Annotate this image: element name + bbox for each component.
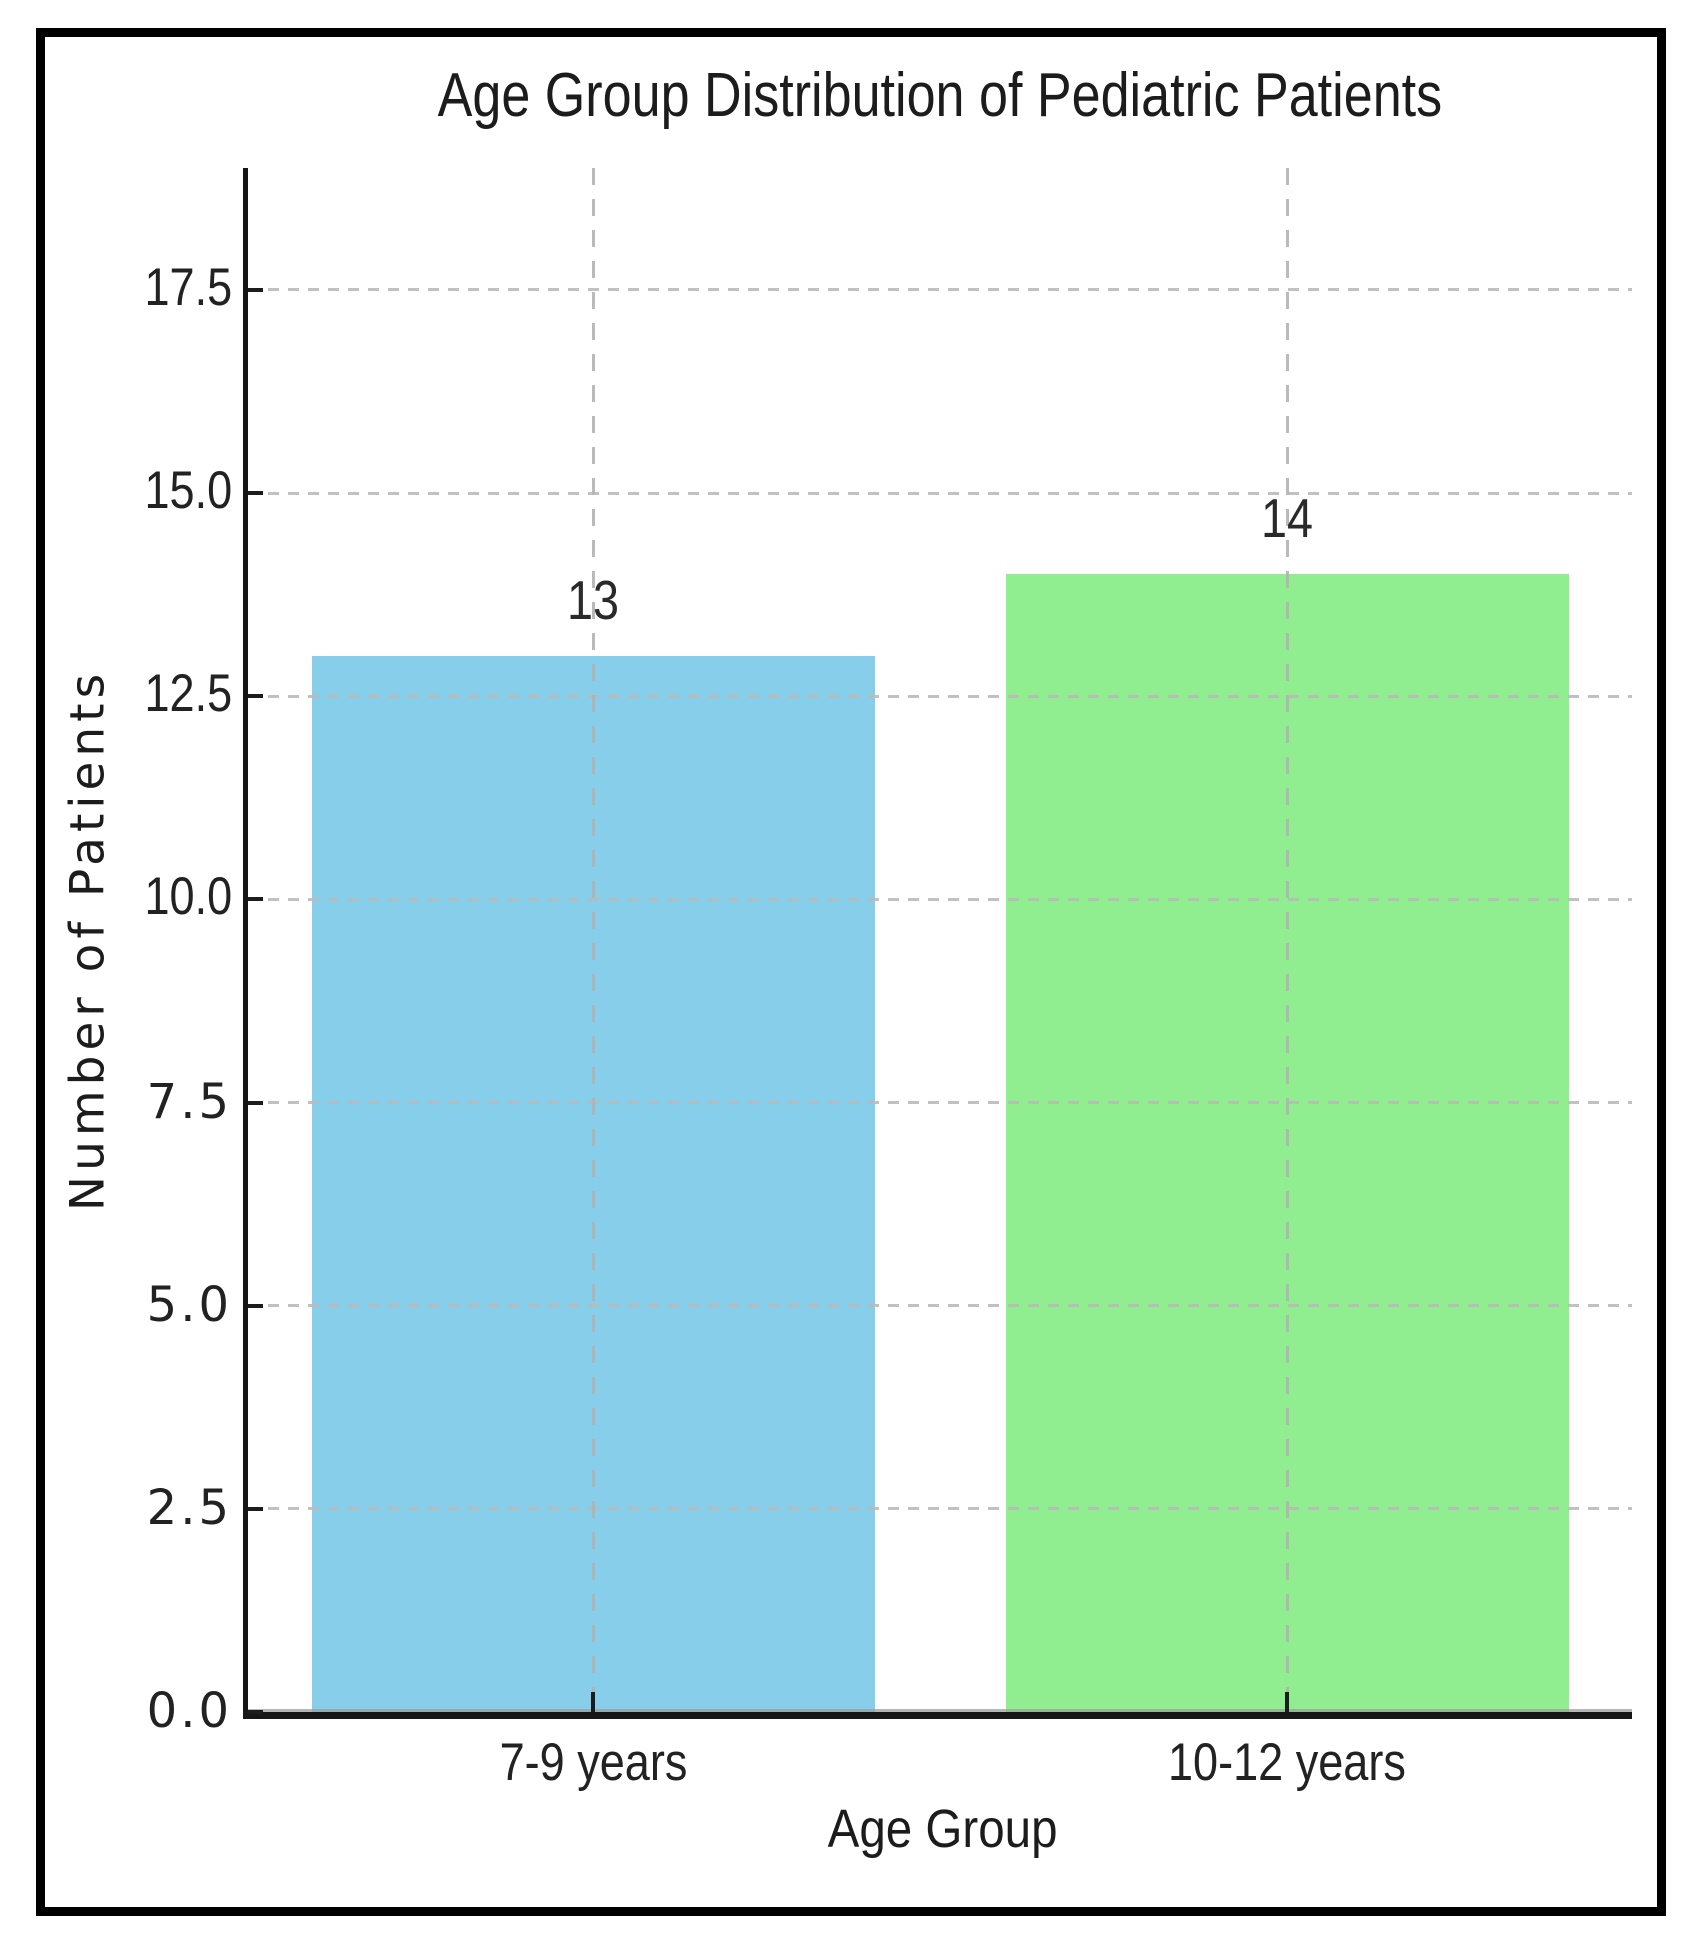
y-tick-label-text: 5.0	[146, 1276, 232, 1333]
y-tick-mark	[248, 491, 263, 496]
y-axis-label: Number of Patients	[60, 668, 116, 1212]
y-tick-label-text: 12.5	[144, 664, 232, 724]
bar-value-text: 13	[566, 568, 620, 631]
bar-value-label: 14	[1256, 486, 1317, 550]
y-tick-mark	[248, 1303, 263, 1308]
x-tick-label: 7-9 years	[343, 1732, 843, 1793]
x-tick-label-text: 10-12 years	[1168, 1733, 1406, 1792]
x-axis-label: Age Group	[593, 1798, 1293, 1860]
chart-frame-border	[36, 28, 1666, 1916]
x-tick-mark	[591, 1692, 595, 1712]
y-tick-label-text: 2.5	[146, 1479, 232, 1536]
plot-area: 13 14	[248, 168, 1632, 1712]
y-tick-label: 12.5	[129, 663, 232, 724]
y-tick-label: 17.5	[129, 257, 232, 318]
x-tick-mark	[1285, 1692, 1289, 1712]
x-tick-label-text: 7-9 years	[499, 1733, 687, 1792]
chart-title: Age Group Distribution of Pediatric Pati…	[248, 60, 1632, 131]
bar-value-text: 14	[1260, 487, 1314, 550]
y-tick-label: 2.5	[147, 1476, 232, 1537]
y-tick-mark	[248, 1710, 263, 1714]
y-axis-spine	[243, 168, 248, 1719]
bar-value-label: 13	[562, 568, 623, 632]
gridline-horizontal	[248, 1304, 1632, 1308]
y-tick-label-text: 0.0	[146, 1683, 232, 1740]
y-tick-label-text: 10.0	[144, 867, 232, 927]
x-axis-label-text: Age Group	[828, 1799, 1058, 1859]
y-tick-mark	[248, 694, 263, 699]
gridline-horizontal	[248, 288, 1632, 292]
chart-title-text: Age Group Distribution of Pediatric Pati…	[437, 61, 1443, 130]
y-tick-mark	[248, 1506, 263, 1511]
gridline-horizontal-zero	[248, 1709, 1632, 1712]
y-tick-mark	[248, 287, 263, 292]
y-tick-label: 7.5	[147, 1070, 232, 1131]
gridline-horizontal	[248, 491, 1632, 495]
y-tick-label-text: 15.0	[144, 461, 232, 521]
y-tick-label: 10.0	[129, 866, 232, 927]
y-tick-label-text: 7.5	[146, 1073, 232, 1130]
y-tick-mark	[248, 1100, 263, 1105]
gridline-vertical	[591, 168, 595, 1712]
gridline-horizontal	[248, 1101, 1632, 1105]
gridline-horizontal	[248, 897, 1632, 901]
gridline-horizontal	[248, 694, 1632, 698]
y-tick-label-text: 17.5	[144, 257, 232, 317]
y-tick-label: 0.0	[147, 1679, 232, 1740]
gridline-vertical	[1285, 168, 1289, 1712]
y-tick-label: 15.0	[129, 460, 232, 521]
x-tick-label: 10-12 years	[1037, 1732, 1537, 1793]
gridline-horizontal	[248, 1507, 1632, 1511]
y-tick-mark	[248, 897, 263, 902]
x-axis-spine	[243, 1712, 1632, 1719]
y-tick-label: 5.0	[147, 1273, 232, 1334]
